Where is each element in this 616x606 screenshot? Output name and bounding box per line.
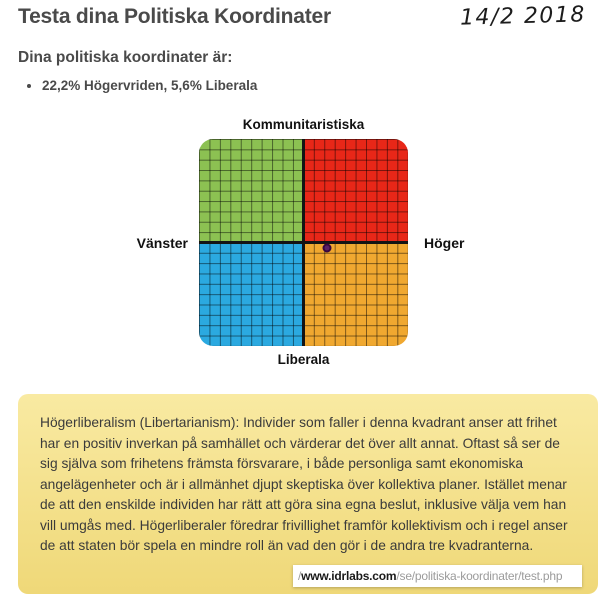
url-bar[interactable]: / www.idrlabs.com/se/politiska-koordinate… <box>293 565 582 587</box>
compass-board <box>199 139 408 346</box>
quadrant-bottom-right <box>303 242 408 346</box>
result-item: 22,2% Högervriden, 5,6% Liberala <box>42 78 257 93</box>
axis-label-right: Höger <box>424 235 465 251</box>
url-prefix: / <box>298 569 302 583</box>
quadrant-top-right <box>303 139 408 243</box>
axis-label-liberal: Liberala <box>277 352 330 367</box>
page-title: Testa dina Politiska Koordinater <box>18 5 331 28</box>
result-list: 22,2% Högervriden, 5,6% Liberala <box>42 78 257 93</box>
result-dot <box>322 243 332 253</box>
url-domain: www.idrlabs.com <box>301 569 397 583</box>
quadrant-description-text: Högerliberalism (Libertarianism): Indivi… <box>40 415 568 553</box>
quadrant-bottom-left <box>199 242 304 346</box>
quadrant-description-box: Högerliberalism (Libertarianism): Indivi… <box>18 394 598 594</box>
quadrant-top-left <box>199 139 304 243</box>
axis-label-communitarian: Kommunitaristiska <box>242 117 365 132</box>
horizontal-axis-line <box>199 241 408 244</box>
axis-label-left: Vänster <box>136 235 188 251</box>
result-heading: Dina politiska koordinater är: <box>18 49 233 66</box>
url-path: /se/politiska-koordinater/test.php <box>396 569 563 583</box>
handwritten-date: 14/2 2018 <box>459 2 587 31</box>
